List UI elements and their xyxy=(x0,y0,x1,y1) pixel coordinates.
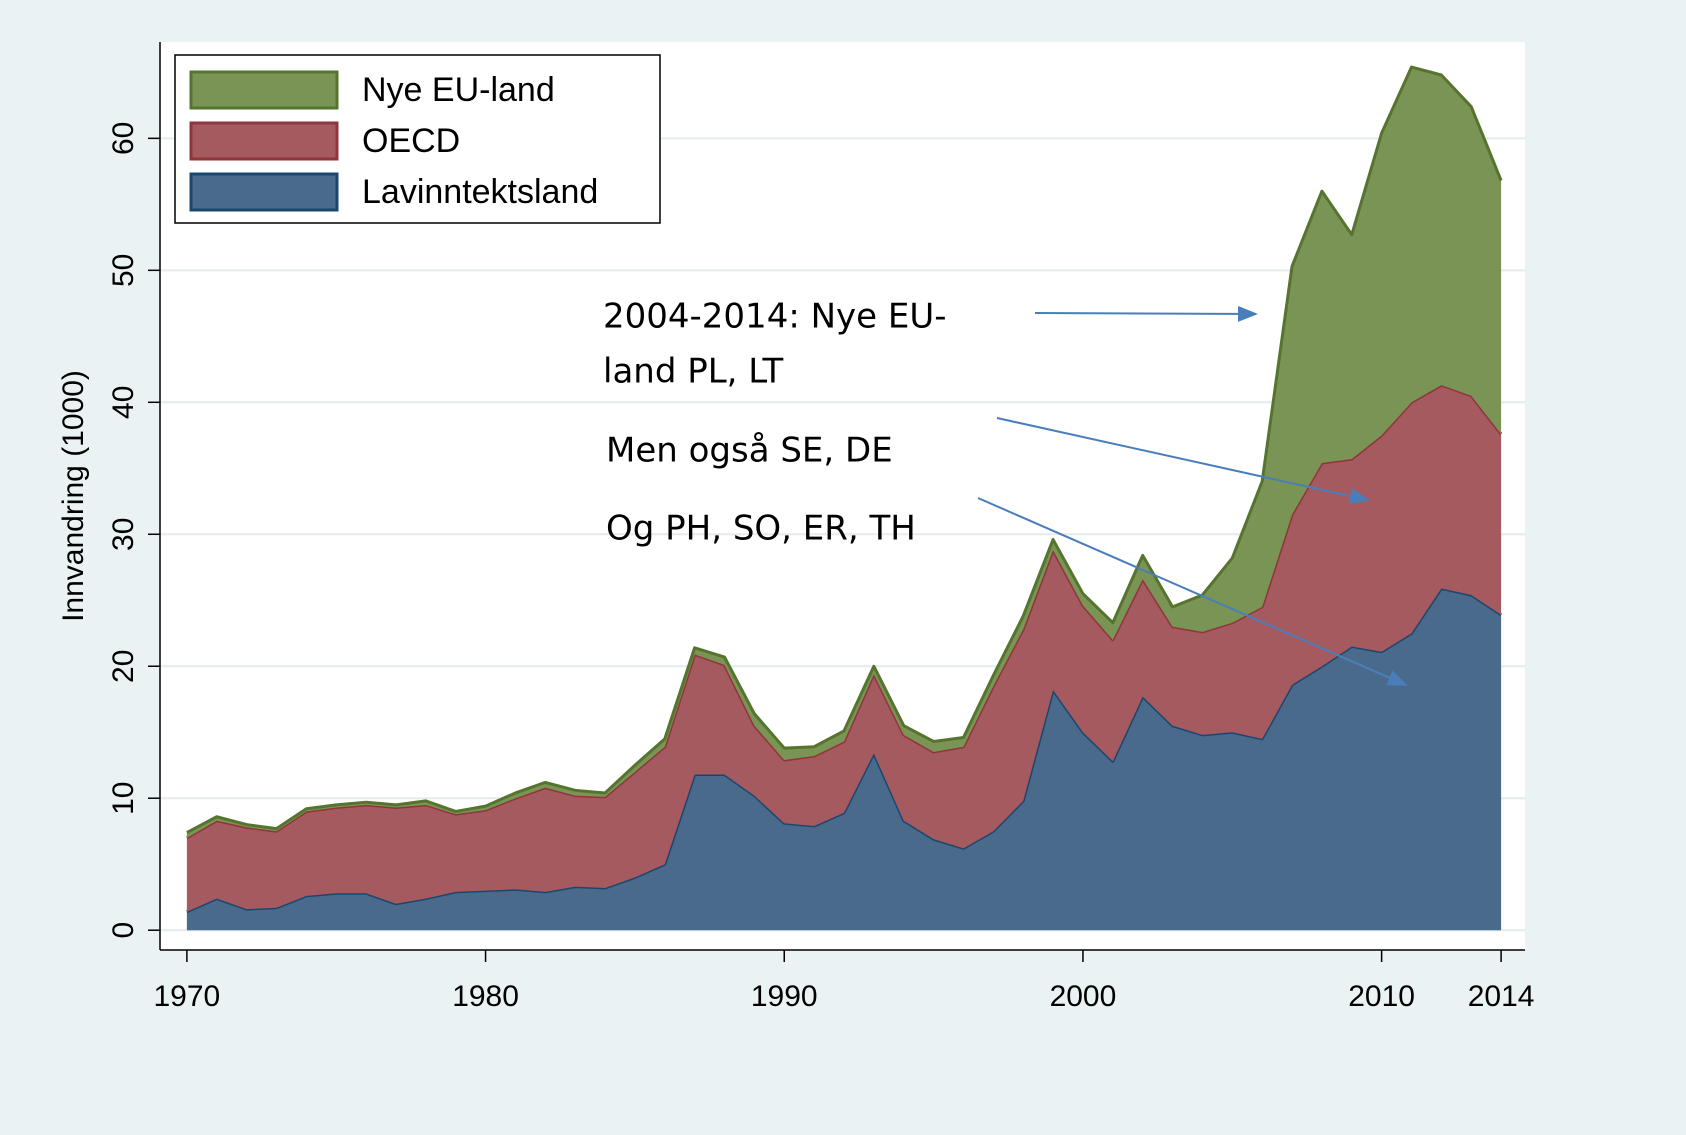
arrow xyxy=(1034,305,1258,322)
annotation: Men også SE, DE xyxy=(606,431,893,471)
x-tick-label: 1970 xyxy=(154,980,221,1013)
x-tick-label: 1990 xyxy=(751,980,818,1013)
arrow xyxy=(996,417,1370,504)
y-tick-label: 60 xyxy=(107,122,140,155)
annotation: land PL, LT xyxy=(603,352,784,392)
x-tick-label: 2000 xyxy=(1050,980,1117,1013)
legend-label: Lavinntektsland xyxy=(362,173,598,211)
x-tick-label: 2010 xyxy=(1348,980,1415,1013)
legend-swatch xyxy=(189,121,339,161)
legend-label: OECD xyxy=(362,122,460,160)
annotation: Og PH, SO, ER, TH xyxy=(606,509,916,549)
y-tick-label: 20 xyxy=(107,650,140,683)
y-tick-label: 40 xyxy=(107,386,140,419)
y-tick-label: 10 xyxy=(107,782,140,815)
area xyxy=(186,385,1502,912)
area xyxy=(186,588,1502,931)
legend-swatch xyxy=(189,172,339,212)
y-tick-label: 30 xyxy=(107,518,140,551)
area-outline xyxy=(186,65,1503,834)
y-tick-label: 0 xyxy=(107,922,140,939)
x-tick-label: 2014 xyxy=(1468,980,1535,1013)
y-axis-title: Innvandring (1000) xyxy=(57,370,90,622)
annotation: 2004-2014: Nye EU- xyxy=(603,297,947,337)
x-tick-label: 1980 xyxy=(452,980,519,1013)
arrow xyxy=(977,497,1408,686)
legend-swatch xyxy=(189,70,339,110)
y-tick-label: 50 xyxy=(107,254,140,287)
legend-label: Nye EU-land xyxy=(362,71,555,109)
